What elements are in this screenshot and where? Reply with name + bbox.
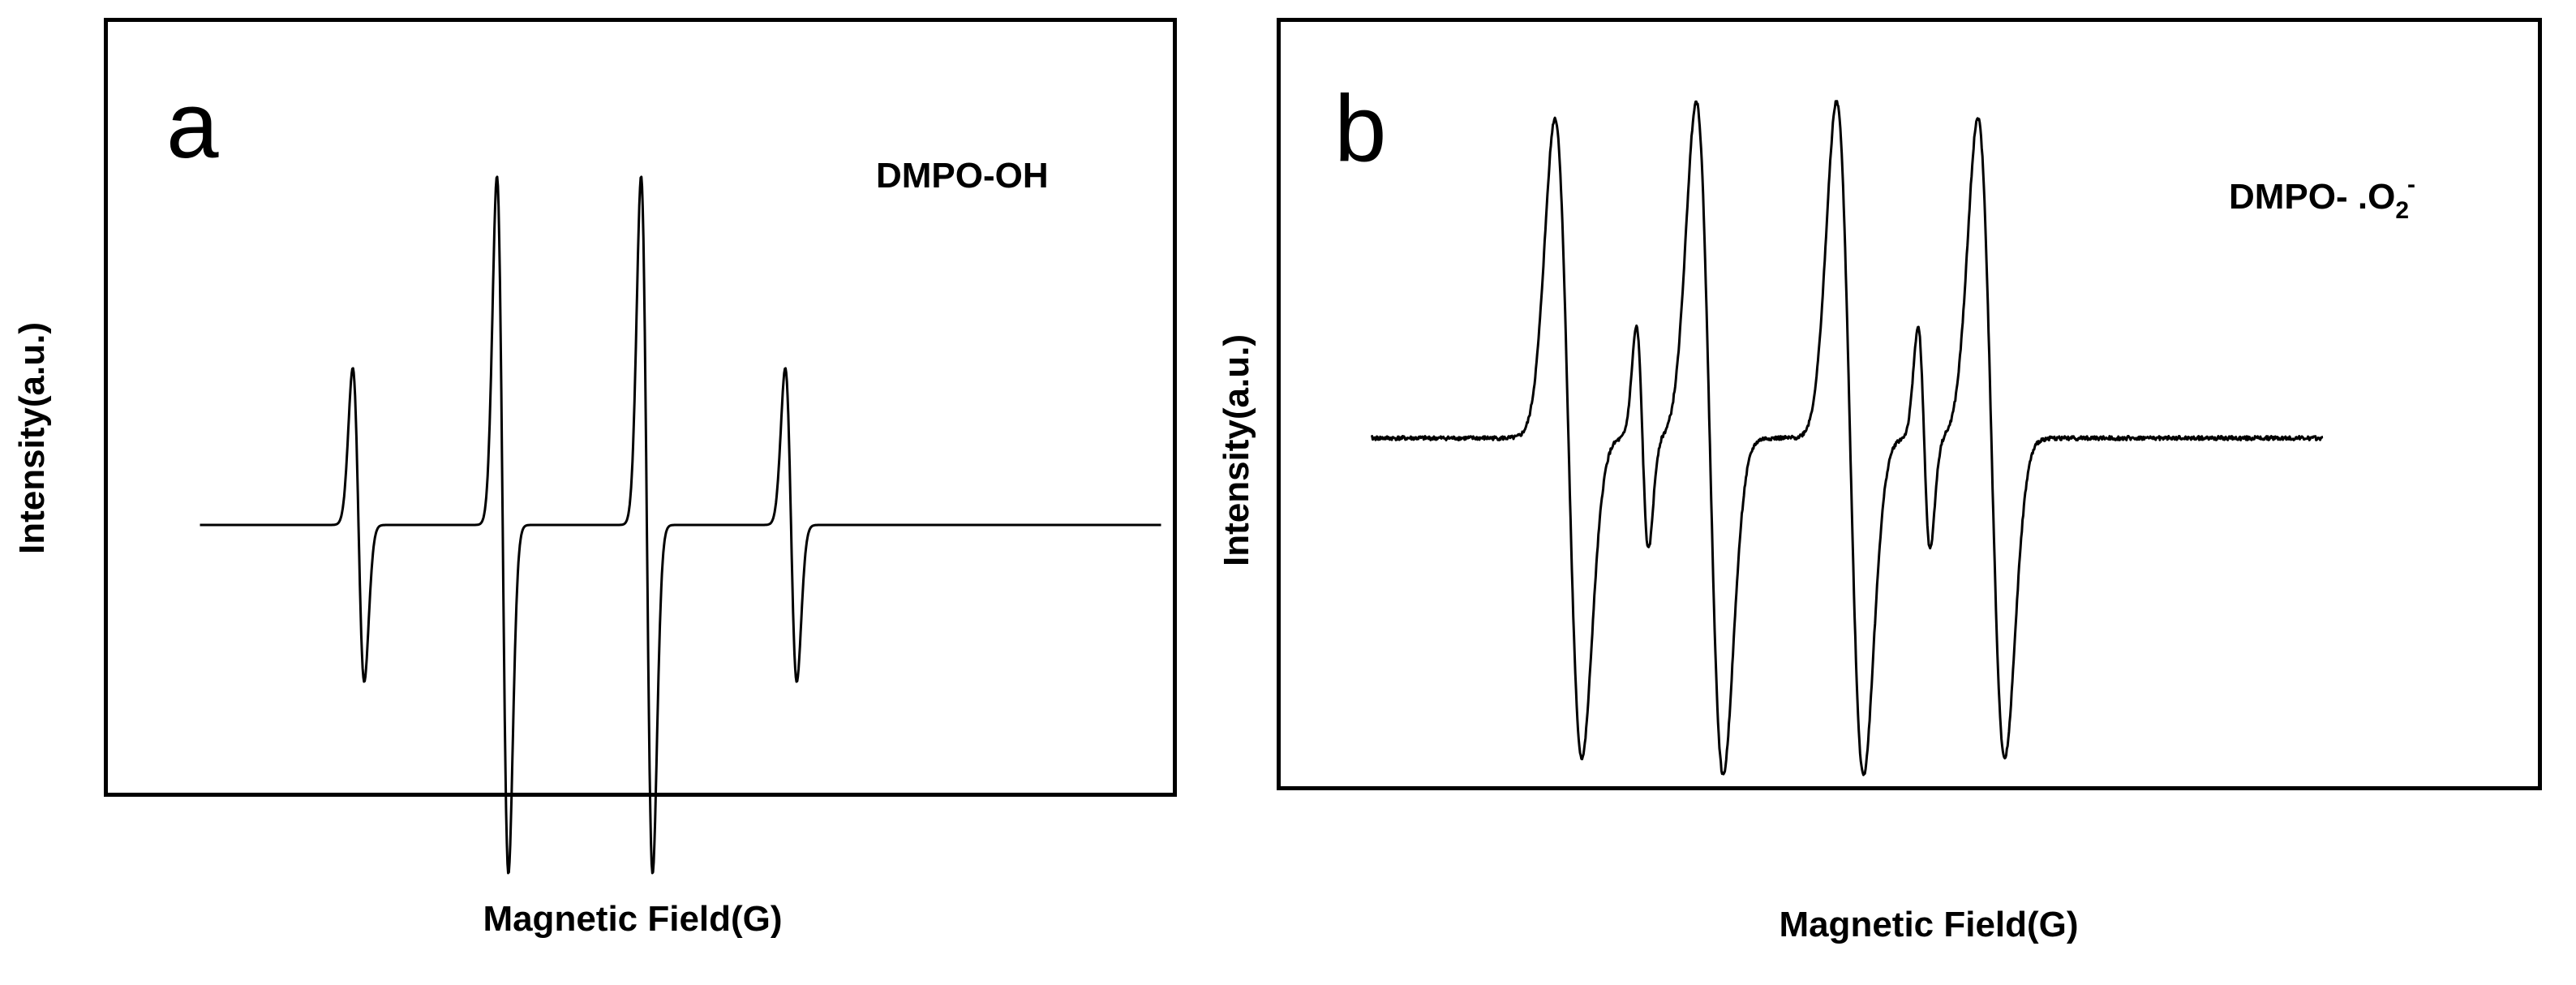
plot-frame — [104, 18, 1177, 797]
spectrum-line — [199, 175, 1162, 875]
species-annotation-subscript: 2 — [2395, 197, 2410, 224]
chart-panel-b: b DMPO- .O2- Magnetic Field(G) Intensity… — [1192, 0, 2576, 985]
panel-label: a — [166, 72, 219, 178]
y-axis-label: Intensity(a.u.) — [1217, 333, 1256, 567]
spectrum-trace-svg — [1370, 100, 2324, 776]
y-axis-label: Intensity(a.u.) — [12, 321, 52, 555]
chart-panel-a: a DMPO-OH Magnetic Field(G) Intensity(a.… — [0, 0, 1192, 985]
panel-label: b — [1334, 75, 1387, 181]
species-annotation-superscript: - — [2407, 171, 2416, 198]
spectrum-line — [1370, 100, 2324, 776]
species-annotation-prefix: DMPO- .O — [2229, 177, 2396, 217]
spectrum-trace-svg — [199, 175, 1162, 875]
x-axis-label: Magnetic Field(G) — [483, 899, 783, 939]
species-annotation: DMPO-OH — [876, 156, 1049, 196]
species-annotation: DMPO- .O2- — [2229, 171, 2417, 224]
x-axis-label: Magnetic Field(G) — [1779, 905, 2079, 944]
